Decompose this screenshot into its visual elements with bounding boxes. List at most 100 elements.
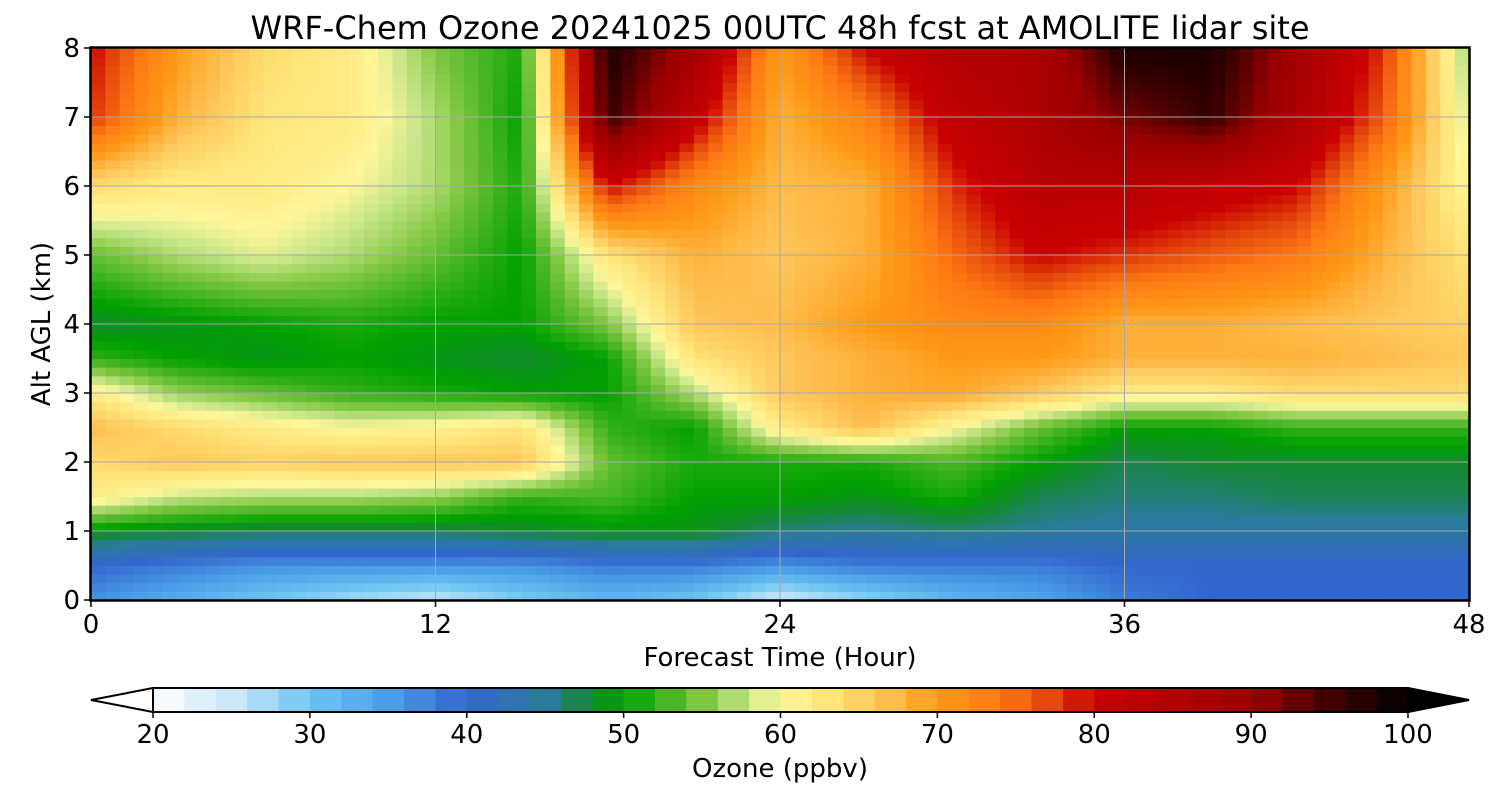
heatmap-cell (1210, 341, 1226, 351)
heatmap-cell (679, 401, 695, 411)
heatmap-cell (1024, 298, 1039, 308)
heatmap-cell (1052, 324, 1068, 334)
heatmap-cell (808, 151, 824, 161)
heatmap-cell (521, 574, 537, 584)
heatmap-cell (1253, 556, 1269, 567)
heatmap-cell (593, 574, 609, 584)
heatmap-cell (535, 393, 551, 403)
heatmap-cell (880, 556, 896, 567)
heatmap-cell (421, 444, 437, 454)
heatmap-cell (1253, 487, 1269, 498)
heatmap-cell (937, 591, 953, 601)
heatmap-cell (1440, 315, 1456, 325)
heatmap-cell (205, 453, 221, 463)
heatmap-cell (478, 453, 494, 463)
heatmap-cell (1224, 505, 1240, 515)
heatmap-cell (1268, 168, 1283, 178)
heatmap-cell (665, 341, 681, 351)
heatmap-cell (464, 436, 480, 446)
heatmap-cell (492, 565, 508, 575)
heatmap-cell (191, 505, 207, 515)
heatmap-cell (421, 513, 437, 523)
heatmap-cell (291, 298, 307, 308)
heatmap-cell (1153, 565, 1169, 575)
heatmap-cell (406, 496, 422, 506)
heatmap-cell (191, 203, 207, 213)
heatmap-cell (291, 591, 307, 601)
heatmap-cell (91, 462, 106, 472)
heatmap-cell (306, 531, 322, 541)
heatmap-cell (191, 470, 207, 480)
heatmap-cell (866, 522, 882, 532)
heatmap-cell (1282, 341, 1298, 351)
heatmap-cell (507, 556, 523, 567)
heatmap-cell (449, 160, 465, 170)
heatmap-cell (1325, 151, 1341, 161)
heatmap-cell (1124, 315, 1140, 325)
heatmap-cell (823, 401, 839, 411)
heatmap-cell (722, 436, 738, 446)
heatmap-cell (349, 375, 365, 385)
heatmap-cell (1210, 272, 1226, 282)
heatmap-cell (1181, 211, 1197, 222)
heatmap-cell (1153, 367, 1169, 377)
heatmap-cell (119, 513, 135, 523)
heatmap-cell (909, 410, 925, 420)
heatmap-cell (1167, 393, 1183, 403)
heatmap-cell (349, 522, 365, 532)
heatmap-cell (1268, 384, 1283, 394)
heatmap-cell (291, 487, 307, 498)
heatmap-cell (421, 436, 437, 446)
heatmap-cell (1210, 220, 1226, 230)
heatmap-cell (894, 177, 910, 187)
heatmap-cell (708, 229, 724, 239)
heatmap-cell (1124, 255, 1140, 265)
heatmap-cell (378, 487, 394, 498)
heatmap-cell (579, 401, 594, 411)
heatmap-cell (1038, 160, 1054, 170)
heatmap-cell (880, 591, 896, 601)
heatmap-cell (636, 505, 652, 515)
heatmap-cell (105, 548, 121, 558)
heatmap-cell (579, 436, 594, 446)
heatmap-cell (1124, 220, 1140, 230)
heatmap-cell (593, 418, 609, 429)
heatmap-cell (866, 194, 882, 204)
heatmap-cell (435, 237, 451, 247)
heatmap-cell (952, 151, 968, 161)
heatmap-cell (349, 246, 365, 256)
heatmap-cell (421, 496, 437, 506)
heatmap-cell (1325, 453, 1341, 463)
heatmap-cell (780, 505, 795, 515)
heatmap-cell (349, 229, 365, 239)
heatmap-cell (320, 444, 336, 454)
heatmap-cell (1181, 393, 1197, 403)
heatmap-cell (1282, 280, 1298, 291)
heatmap-cell (751, 160, 767, 170)
heatmap-cell (808, 186, 824, 196)
heatmap-cell (449, 453, 465, 463)
heatmap-cell (277, 263, 293, 273)
heatmap-cell (650, 505, 666, 515)
heatmap-cell (923, 505, 939, 515)
heatmap-cell (205, 505, 221, 515)
heatmap-cell (363, 160, 379, 170)
heatmap-cell (1181, 418, 1197, 429)
heatmap-cell (492, 591, 508, 601)
heatmap-cell (1296, 306, 1312, 316)
heatmap-cell (105, 332, 121, 342)
heatmap-cell (248, 255, 264, 265)
heatmap-cell (449, 496, 465, 506)
heatmap-cell (91, 203, 106, 213)
heatmap-cell (751, 151, 767, 161)
heatmap-cell (722, 237, 738, 247)
heatmap-cell (722, 548, 738, 558)
heatmap-cell (1440, 574, 1456, 584)
heatmap-cell (665, 384, 681, 394)
heatmap-cell (1296, 410, 1312, 420)
heatmap-cell (909, 280, 925, 291)
heatmap-cell (177, 401, 193, 411)
heatmap-cell (1024, 487, 1039, 498)
heatmap-cell (1268, 513, 1283, 523)
heatmap-cell (851, 315, 867, 325)
